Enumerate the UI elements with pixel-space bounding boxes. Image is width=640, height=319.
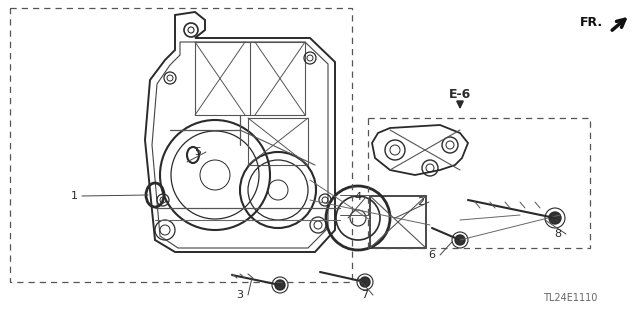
Circle shape xyxy=(455,235,465,245)
Circle shape xyxy=(275,280,285,290)
Text: 6: 6 xyxy=(429,250,435,260)
Text: 2: 2 xyxy=(417,197,424,207)
Text: 5: 5 xyxy=(195,147,202,157)
Text: 7: 7 xyxy=(362,290,369,300)
Circle shape xyxy=(360,277,370,287)
Circle shape xyxy=(549,212,561,224)
Text: E-6: E-6 xyxy=(449,88,471,101)
Text: 3: 3 xyxy=(237,290,243,300)
Text: TL24E1110: TL24E1110 xyxy=(543,293,597,303)
Text: 8: 8 xyxy=(554,229,561,239)
Text: FR.: FR. xyxy=(580,16,603,28)
Text: 1: 1 xyxy=(70,191,77,201)
Bar xyxy=(368,118,590,248)
Bar xyxy=(10,8,352,282)
Text: 4: 4 xyxy=(355,192,362,202)
